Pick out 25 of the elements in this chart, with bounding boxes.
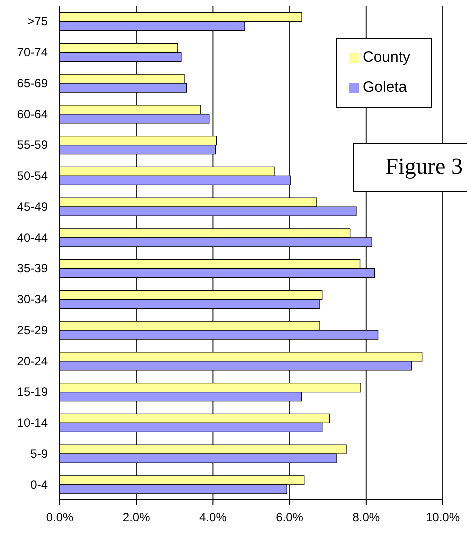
- y-tick-label: 35-39: [17, 262, 48, 276]
- y-tick-label: 65-69: [17, 76, 48, 90]
- y-tick-label: 30-34: [17, 292, 48, 307]
- legend-label: County: [363, 49, 411, 66]
- y-tick-label: 60-64: [17, 107, 48, 122]
- y-tick-label: 50-54: [17, 169, 48, 184]
- y-tick-label: 15-19: [17, 385, 48, 400]
- y-tick-label: 40-44: [17, 230, 48, 245]
- y-tick-label: 45-49: [17, 200, 48, 214]
- y-tick-label: 55-59: [17, 138, 48, 152]
- y-tick-label: 20-24: [17, 354, 48, 368]
- x-tick-label: 6.0%: [276, 510, 304, 525]
- y-tick-label: 5-9: [30, 446, 48, 461]
- y-tick-label: 0-4: [30, 478, 48, 492]
- legend-label: Goleta: [363, 79, 408, 96]
- y-tick-label: 25-29: [17, 323, 48, 338]
- y-tick-label: >75: [28, 14, 48, 29]
- x-tick-label: 4.0%: [200, 510, 228, 525]
- y-tick-label: 10-14: [17, 416, 48, 430]
- y-tick-label: 70-74: [17, 46, 48, 60]
- annotation: Figure 3: [384, 153, 463, 181]
- x-tick-label: 8.0%: [352, 510, 380, 525]
- x-tick-label: 2.0%: [122, 510, 151, 525]
- x-tick-label: 10.0%: [426, 510, 460, 525]
- x-tick-label: 0.0%: [46, 510, 74, 525]
